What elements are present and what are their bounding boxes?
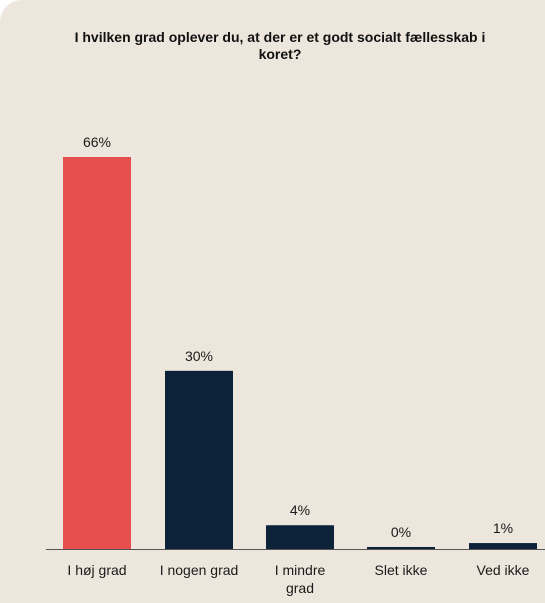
bar-3	[367, 547, 435, 549]
bar-1	[165, 370, 233, 549]
category-label-3: Slet ikke	[375, 562, 428, 578]
category-label-1: I nogen grad	[160, 562, 239, 578]
category-label-4: Ved ikke	[477, 562, 530, 578]
bar-0	[63, 157, 131, 549]
chart-title: I hvilken grad oplever du, at der er et …	[74, 29, 486, 62]
bar-4	[469, 543, 537, 549]
data-label-1: 30%	[185, 348, 213, 364]
data-label-3: 0%	[391, 524, 411, 540]
data-label-2: 4%	[290, 502, 310, 518]
data-label-4: 1%	[493, 520, 513, 536]
category-label-0: I høj grad	[67, 562, 126, 578]
data-label-0: 66%	[83, 134, 111, 150]
category-label-2: I mindre grad	[275, 562, 326, 596]
bar-2	[266, 525, 334, 549]
